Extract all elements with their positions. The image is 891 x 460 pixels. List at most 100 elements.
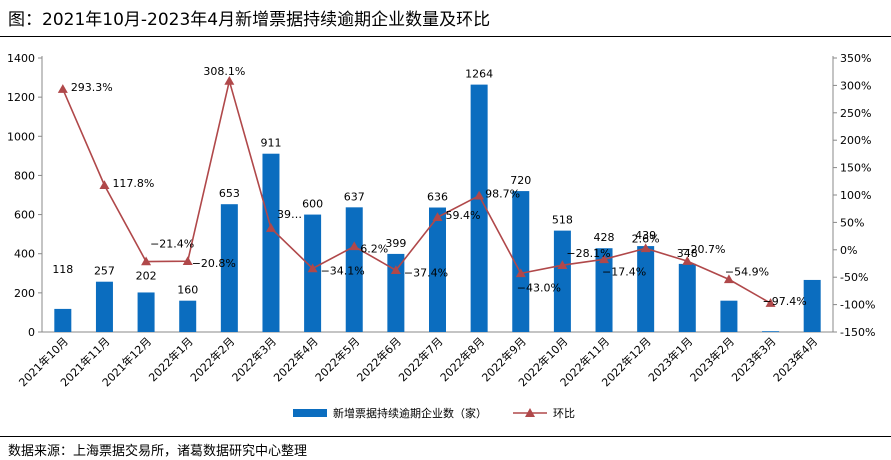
line-point-marker	[599, 254, 610, 264]
right-axis-tick-label: 250%	[840, 107, 871, 120]
line-point-marker	[474, 190, 485, 200]
line-value-label: −54.9%	[725, 265, 769, 278]
bar	[137, 292, 155, 332]
bar-value-label: 439	[635, 229, 656, 242]
line-value-label: 98.7%	[485, 188, 520, 201]
bar-value-label: 348	[677, 247, 698, 260]
bar-value-label: 1264	[465, 68, 493, 81]
right-axis-tick-label: -100%	[840, 299, 875, 312]
chart: 0 200 400 600 800 1000 1200 1400 -150% -100% -50% 0…	[7, 52, 875, 420]
line-point-marker	[640, 243, 651, 253]
bar	[304, 214, 322, 332]
bar	[262, 153, 280, 332]
right-axis-tick-label: -50%	[840, 271, 868, 284]
bar-value-label: 653	[219, 187, 240, 200]
left-axis-tick-label: 1000	[7, 130, 35, 143]
line-value-label: −20.7%	[681, 243, 725, 256]
right-axis-tick-label: 300%	[840, 79, 871, 92]
line-point-marker	[723, 274, 734, 284]
right-axis-tick-label: 100%	[840, 189, 871, 202]
line-point-marker	[349, 241, 360, 251]
line-value-label: −37.4%	[404, 266, 448, 279]
bar-value-label: 600	[302, 198, 323, 211]
line-value-label: 293.3%	[71, 81, 113, 94]
left-axis-tick-label: 800	[14, 169, 35, 182]
right-axis-tick-label: 150%	[840, 162, 871, 175]
bar-value-label: 118	[52, 263, 73, 276]
line-value-label: −34.1%	[321, 264, 365, 277]
bar	[470, 84, 488, 332]
line-value-label: −17.4%	[602, 265, 646, 278]
bar	[179, 300, 197, 332]
bar	[720, 300, 738, 332]
line-point-marker	[515, 268, 526, 278]
left-axis-tick-label: 1400	[7, 52, 35, 65]
legend-label-line: 环比	[553, 407, 575, 420]
line-value-label: 117.8%	[112, 177, 154, 190]
legend-swatch-marker	[525, 408, 535, 417]
legend-label-bar: 新增票据持续逾期企业数（家）	[333, 406, 487, 420]
line-value-label: 308.1%	[203, 65, 245, 78]
line-value-label: 6.2%	[360, 242, 388, 255]
left-axis-tick-label: 600	[14, 209, 35, 222]
line-value-label: 39…	[277, 208, 302, 221]
line-point-marker	[390, 265, 401, 275]
bar	[54, 308, 72, 332]
bar-value-label: 518	[552, 214, 573, 227]
bar	[345, 207, 363, 332]
bar-value-label: 202	[136, 269, 157, 282]
line-value-label: 59.4%	[446, 209, 481, 222]
x-axis-tick-label: 2023年4月	[770, 334, 820, 384]
bar-value-label: 160	[177, 284, 198, 297]
right-axis-tick-label: -150%	[840, 326, 875, 339]
source-note: 数据来源：上海票据交易所，诸葛数据研究中心整理	[8, 444, 308, 459]
bar	[595, 248, 613, 332]
title-rule	[0, 36, 891, 37]
right-axis-tick-label: 50%	[840, 216, 864, 229]
line-point-marker	[432, 212, 443, 221]
line-value-label: −97.4%	[763, 295, 807, 308]
line-value-label: −20.8%	[192, 257, 236, 270]
left-axis-tick-label: 400	[14, 248, 35, 261]
bar	[220, 204, 238, 332]
line-value-label: −28.1%	[566, 247, 610, 260]
line-point-marker	[765, 298, 776, 307]
line-point-marker	[557, 260, 568, 269]
bar	[678, 263, 696, 332]
bar-value-label: 636	[427, 191, 448, 204]
bar-value-label: 720	[510, 174, 531, 187]
left-axis-tick-label: 0	[28, 326, 35, 339]
line-value-label: −21.4%	[150, 238, 194, 251]
bar	[637, 246, 655, 332]
legend-swatch-bar	[293, 409, 327, 417]
line-point-marker	[141, 256, 152, 266]
line-point-marker	[307, 263, 318, 273]
line-point-marker	[682, 256, 693, 265]
line-value-label: −43.0%	[517, 281, 561, 294]
bar-value-label: 257	[94, 265, 115, 278]
bar-value-label: 911	[260, 137, 281, 150]
line-point-marker	[224, 75, 235, 85]
bar-value-label: 399	[385, 237, 406, 250]
bar-value-label: 637	[344, 190, 365, 203]
right-axis-tick-label: 200%	[840, 134, 871, 147]
bar	[803, 279, 821, 332]
line-point-marker	[182, 256, 193, 265]
bar	[95, 281, 113, 332]
bar	[553, 230, 571, 332]
bar	[512, 191, 530, 332]
bar	[762, 331, 780, 332]
right-axis-tick-label: 0%	[840, 244, 857, 257]
bar	[429, 207, 446, 332]
right-axis-tick-label: 350%	[840, 52, 871, 65]
line-point-marker	[265, 223, 276, 232]
left-axis-tick-label: 200	[14, 287, 35, 300]
line-point-marker	[99, 180, 110, 189]
source-rule	[0, 436, 891, 437]
line-series-path	[62, 80, 771, 304]
line-point-marker	[57, 84, 68, 93]
chart-title: 图：2021年10月-2023年4月新增票据持续逾期企业数量及环比	[8, 10, 491, 30]
line-value-label: 2.6%	[632, 232, 660, 245]
bar-value-label: 428	[594, 231, 615, 244]
left-axis-tick-label: 1200	[7, 91, 35, 104]
